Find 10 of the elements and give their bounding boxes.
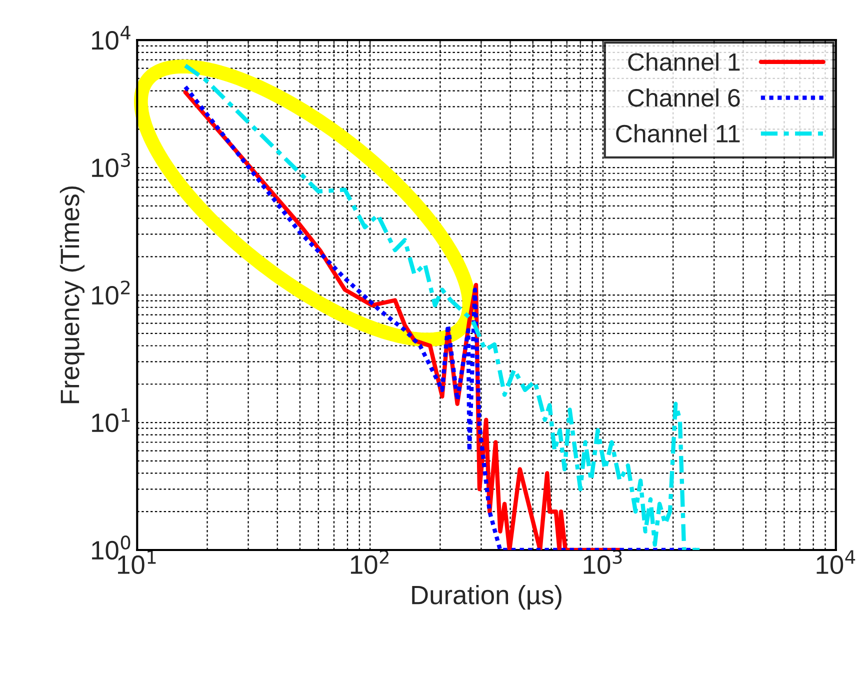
legend-label: Channel 1 bbox=[628, 52, 740, 71]
y-tick-label: 10$^{4}$ bbox=[92, 26, 130, 50]
x-axis-title: Duration (µs) bbox=[412, 585, 562, 610]
legend-label: Channel 11 bbox=[616, 124, 740, 143]
y-tick-label: 10$^{3}$ bbox=[92, 153, 130, 178]
y-tick-label: 10$^{2}$ bbox=[92, 280, 130, 305]
y-tick-label: 10$^{1}$ bbox=[92, 408, 130, 432]
legend-label: Channel 6 bbox=[628, 88, 740, 107]
y-axis-title: Frequency (Times) bbox=[60, 186, 85, 404]
x-tick-label: 10$^{4}$ bbox=[816, 550, 856, 574]
